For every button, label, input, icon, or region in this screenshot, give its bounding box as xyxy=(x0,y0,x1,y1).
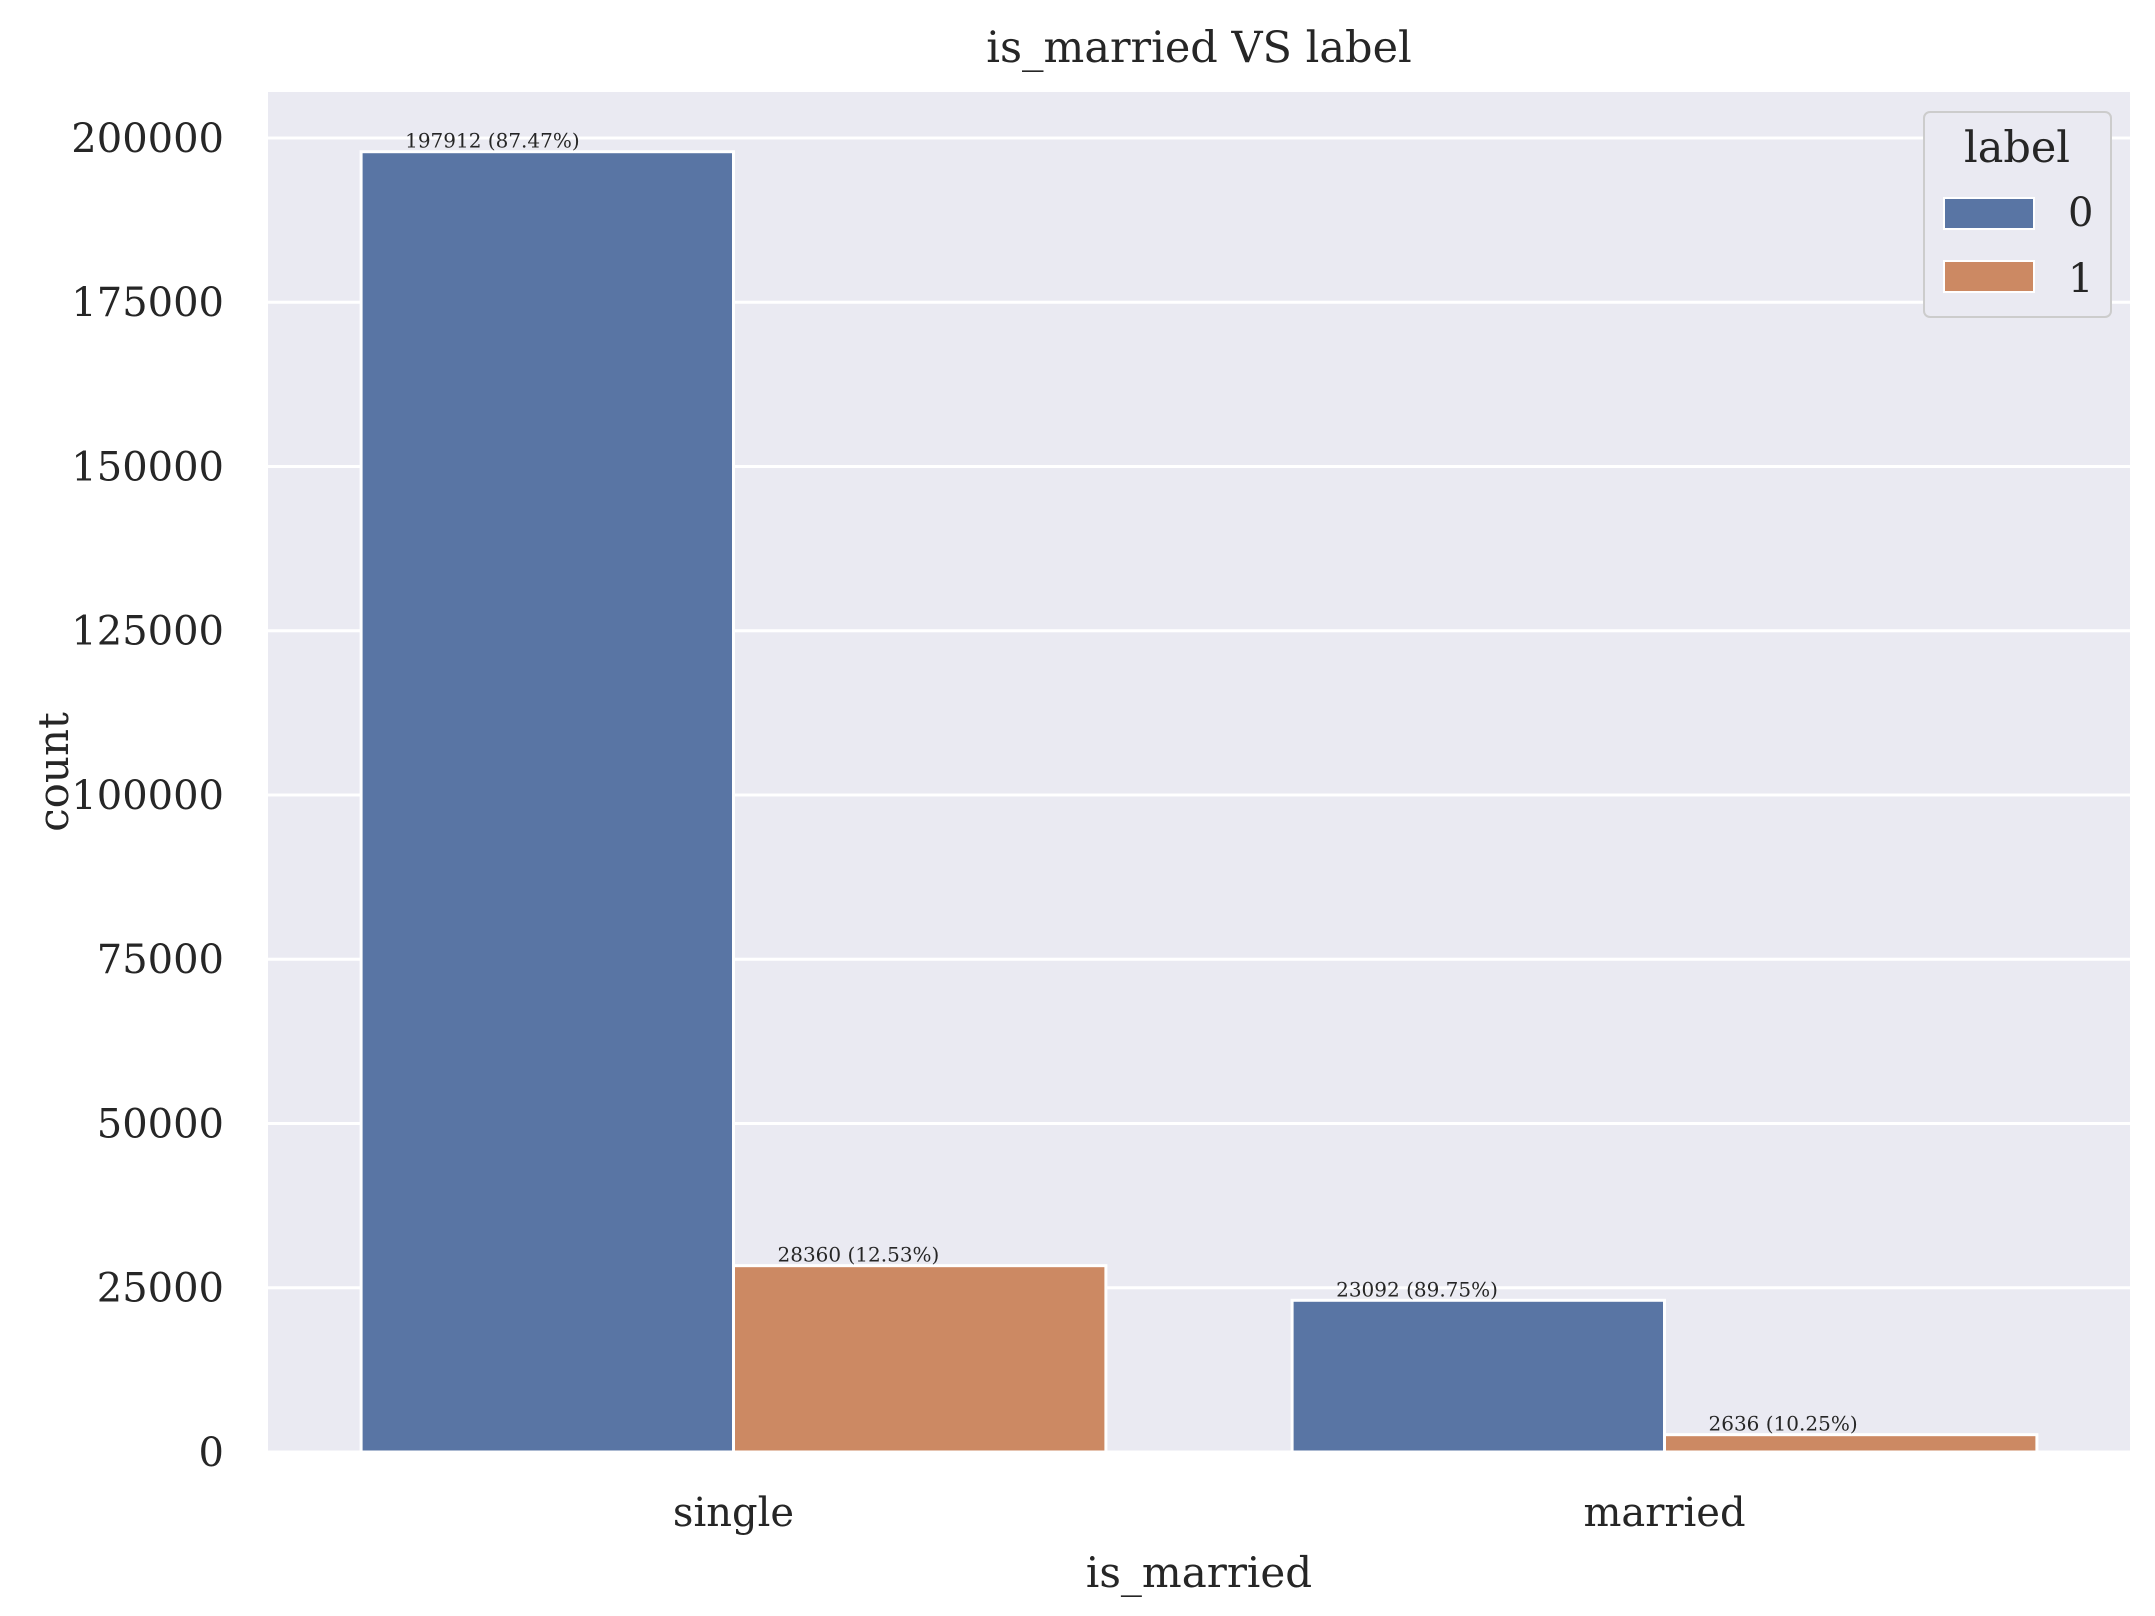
y-tick-label: 0 xyxy=(199,1430,224,1476)
bar-single-1 xyxy=(732,1264,1108,1454)
bar-married-0 xyxy=(1290,1298,1666,1454)
data-label: 197912 (87.47%) xyxy=(405,129,580,153)
x-axis-label: is_married xyxy=(1086,1548,1312,1597)
x-tick-label: married xyxy=(1583,1490,1745,1536)
bar-married-1 xyxy=(1663,1433,2039,1454)
data-label: 2636 (10.25%) xyxy=(1709,1412,1858,1436)
legend: label 0 1 xyxy=(1923,111,2112,318)
data-label: 28360 (12.53%) xyxy=(778,1243,940,1267)
legend-title: label xyxy=(1964,123,2070,173)
y-tick-labels: 0 25000 50000 75000 100000 125000 150000 175000… xyxy=(71,116,224,1476)
y-tick-label: 25000 xyxy=(97,1266,224,1312)
chart-title: is_married VS label xyxy=(986,23,1412,73)
x-tick-label: single xyxy=(673,1490,794,1536)
data-label: 23092 (89.75%) xyxy=(1336,1277,1498,1301)
y-axis-label: count xyxy=(29,712,78,832)
bar-single-0 xyxy=(359,150,735,1454)
legend-swatch-1 xyxy=(1943,260,2035,293)
y-tick-label: 100000 xyxy=(71,773,224,819)
y-tick-label: 75000 xyxy=(97,937,224,983)
legend-label-0: 0 xyxy=(2068,190,2093,236)
legend-swatch-0 xyxy=(1943,197,2035,230)
x-tick-labels: single married xyxy=(673,1490,1746,1536)
y-tick-label: 175000 xyxy=(71,280,224,326)
y-tick-label: 150000 xyxy=(71,444,224,490)
y-tick-label: 200000 xyxy=(71,116,224,162)
y-tick-label: 50000 xyxy=(97,1101,224,1147)
data-labels: 197912 (87.47%) 28360 (12.53%) 23092 (89.7… xyxy=(405,129,1858,1436)
legend-label-1: 1 xyxy=(2068,256,2093,302)
y-tick-label: 125000 xyxy=(71,609,224,655)
bars xyxy=(359,150,2039,1454)
